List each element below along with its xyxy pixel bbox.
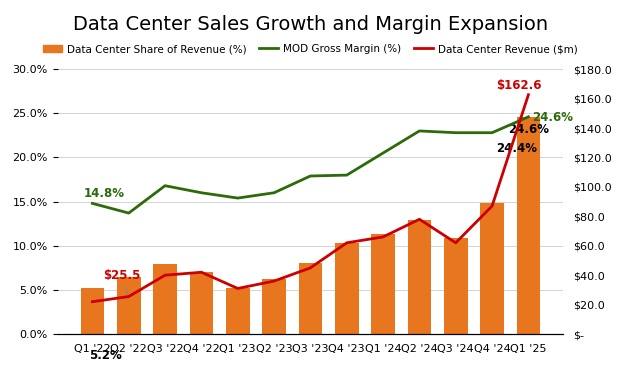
Bar bbox=[444, 238, 468, 334]
Bar bbox=[408, 220, 431, 334]
Text: 24.6%: 24.6% bbox=[508, 123, 549, 136]
Bar bbox=[299, 263, 322, 334]
Bar bbox=[117, 276, 141, 334]
Bar bbox=[262, 279, 286, 334]
Legend: Data Center Share of Revenue (%), MOD Gross Margin (%), Data Center Revenue ($m): Data Center Share of Revenue (%), MOD Gr… bbox=[39, 40, 582, 58]
Title: Data Center Sales Growth and Margin Expansion: Data Center Sales Growth and Margin Expa… bbox=[73, 15, 548, 34]
Bar bbox=[226, 288, 250, 334]
Bar bbox=[516, 117, 540, 334]
Text: 14.8%: 14.8% bbox=[83, 187, 124, 200]
Bar bbox=[153, 264, 177, 334]
Text: $162.6: $162.6 bbox=[496, 79, 541, 92]
Bar bbox=[480, 204, 504, 334]
Bar bbox=[81, 288, 104, 334]
Text: 5.2%: 5.2% bbox=[89, 349, 122, 362]
Text: 24.6%: 24.6% bbox=[532, 111, 573, 124]
Text: $25.5: $25.5 bbox=[103, 269, 141, 294]
Text: 24.4%: 24.4% bbox=[496, 142, 537, 155]
Bar bbox=[189, 272, 213, 334]
Bar bbox=[371, 234, 395, 334]
Bar bbox=[335, 243, 358, 334]
